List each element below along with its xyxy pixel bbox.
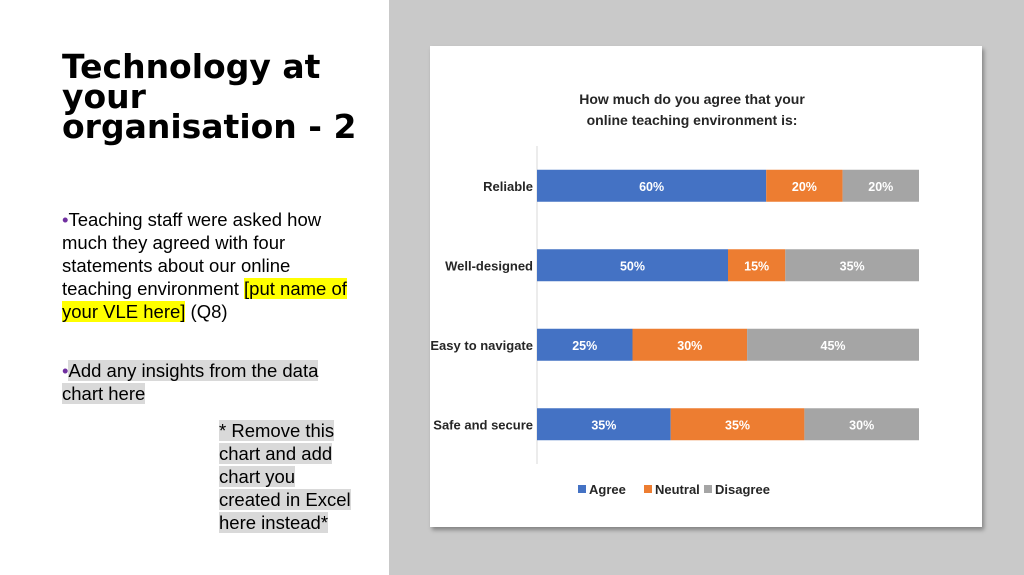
bullet1-suffix: (Q8) — [185, 301, 228, 322]
bar-segment-disagree — [842, 169, 919, 202]
data-label: 20% — [868, 180, 893, 194]
data-label: 45% — [821, 339, 846, 353]
legend-label: Agree — [589, 482, 626, 497]
note-text: * Remove this chart and add chart you cr… — [219, 420, 351, 533]
legend-label: Neutral — [655, 482, 700, 497]
bar-segment-neutral — [728, 249, 786, 282]
chart-title-line1: How much do you agree that your — [579, 91, 805, 107]
bullet-marker: • — [62, 360, 69, 381]
stacked-bar-chart: How much do you agree that your online te… — [430, 91, 919, 497]
data-label: 60% — [639, 180, 664, 194]
data-label: 35% — [725, 418, 750, 432]
legend-swatch-disagree — [704, 485, 712, 493]
bullet-teaching-staff: •Teaching staff were asked how much they… — [62, 208, 352, 323]
text-panel: Technology at your organisation - 2 •Tea… — [0, 0, 389, 575]
legend-label: Disagree — [715, 482, 770, 497]
bullet-marker: • — [62, 209, 69, 230]
bar-segment-agree — [537, 249, 728, 282]
data-label: 25% — [572, 339, 597, 353]
bar-segment-neutral — [670, 408, 805, 441]
data-label: 15% — [744, 259, 769, 273]
bar-segment-neutral — [632, 328, 748, 361]
legend-swatch-neutral — [644, 485, 652, 493]
instruction-note: * Remove this chart and add chart you cr… — [219, 419, 354, 534]
slide-title: Technology at your organisation - 2 — [62, 47, 357, 146]
bar-segment-agree — [537, 328, 633, 361]
bar-segment-disagree — [804, 408, 919, 441]
chart-card[interactable]: How much do you agree that your online te… — [430, 46, 982, 527]
bar-segment-neutral — [766, 169, 843, 202]
bar-segment-disagree — [747, 328, 919, 361]
bullet1-text: Teaching staff were asked how much they … — [62, 209, 322, 299]
data-label: 35% — [591, 418, 616, 432]
data-label: 30% — [677, 339, 702, 353]
data-label: 20% — [792, 180, 817, 194]
legend-swatch-agree — [578, 485, 586, 493]
data-label: 35% — [840, 259, 865, 273]
bar-segment-disagree — [785, 249, 919, 282]
category-label: Easy to navigate — [430, 338, 533, 353]
category-label: Reliable — [483, 179, 533, 194]
bar-segment-agree — [537, 169, 767, 202]
category-label: Safe and secure — [433, 417, 533, 432]
bar-segment-agree — [537, 408, 671, 441]
data-label: 50% — [620, 259, 645, 273]
chart-title-line2: online teaching environment is: — [587, 112, 798, 128]
bullet-insights: •Add any insights from the data chart he… — [62, 359, 352, 405]
category-label: Well-designed — [445, 258, 533, 273]
data-label: 30% — [849, 418, 874, 432]
bullet2-text: Add any insights from the data chart her… — [62, 360, 319, 404]
